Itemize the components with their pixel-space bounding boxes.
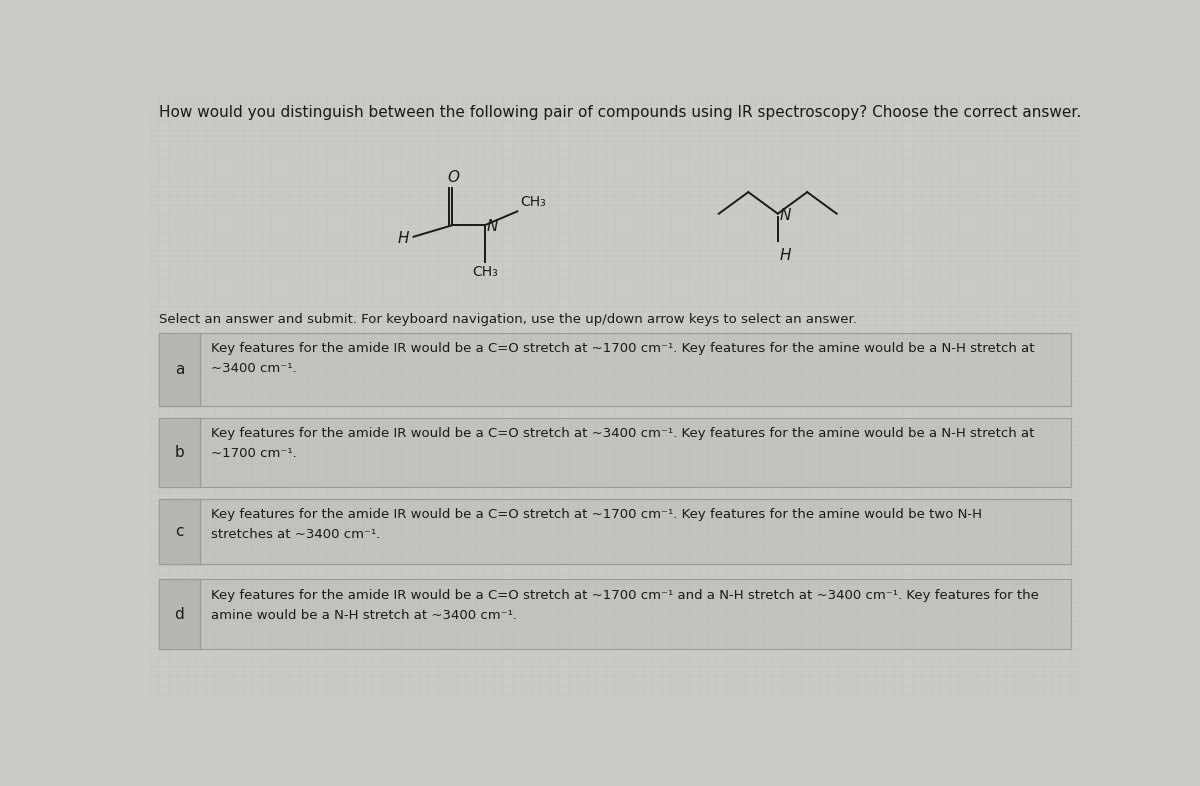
Text: Select an answer and submit. For keyboard navigation, use the up/down arrow keys: Select an answer and submit. For keyboar… (160, 313, 857, 326)
Text: H: H (397, 231, 409, 246)
Text: d: d (174, 607, 185, 622)
Text: Key features for the amide IR would be a C=O stretch at ~1700 cm⁻¹. Key features: Key features for the amide IR would be a… (211, 508, 983, 541)
Text: CH₃: CH₃ (521, 195, 546, 209)
Text: CH₃: CH₃ (472, 265, 498, 279)
Bar (160, 333, 199, 406)
Bar (160, 417, 1070, 487)
Bar (160, 417, 199, 487)
Text: O: O (448, 171, 460, 185)
Bar (160, 498, 1070, 564)
Text: How would you distinguish between the following pair of compounds using IR spect: How would you distinguish between the fo… (160, 105, 1081, 120)
Bar (160, 333, 1070, 406)
Text: N: N (779, 208, 791, 222)
Text: Key features for the amide IR would be a C=O stretch at ~1700 cm⁻¹ and a N-H str: Key features for the amide IR would be a… (211, 589, 1039, 622)
Bar (160, 498, 199, 564)
Text: Key features for the amide IR would be a C=O stretch at ~3400 cm⁻¹. Key features: Key features for the amide IR would be a… (211, 427, 1034, 460)
Text: H: H (779, 248, 791, 263)
Text: a: a (175, 362, 184, 377)
Text: Key features for the amide IR would be a C=O stretch at ~1700 cm⁻¹. Key features: Key features for the amide IR would be a… (211, 342, 1034, 375)
Text: c: c (175, 523, 184, 538)
Text: N: N (486, 219, 498, 234)
Text: b: b (174, 445, 185, 460)
Bar (160, 579, 199, 648)
Bar (160, 579, 1070, 648)
